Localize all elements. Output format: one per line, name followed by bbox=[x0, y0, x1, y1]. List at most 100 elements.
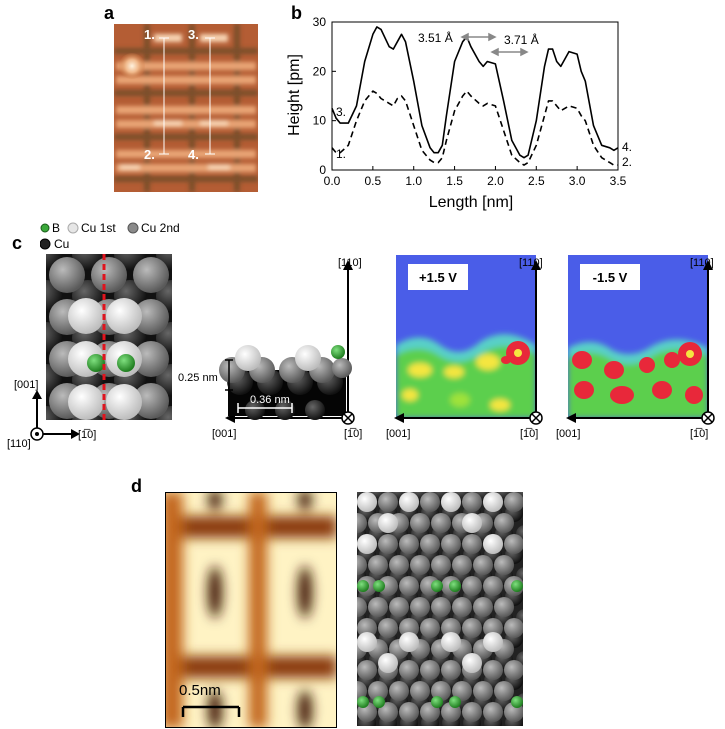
cu-1st-atom bbox=[483, 492, 503, 512]
legend-cu: Cu bbox=[54, 237, 69, 251]
cu-2nd-atom bbox=[441, 660, 461, 680]
cu-2nd-atom bbox=[462, 702, 482, 722]
b-atom bbox=[449, 580, 461, 592]
map-label-positive: +1.5 V bbox=[419, 270, 457, 285]
cu-2nd-atom bbox=[483, 576, 503, 596]
legend-cu2: Cu 2nd bbox=[141, 221, 180, 235]
cu-2nd-atom bbox=[473, 555, 493, 575]
cu-2nd-atom bbox=[452, 555, 472, 575]
b-atom bbox=[357, 580, 369, 592]
cu-2nd-atom bbox=[368, 681, 388, 701]
axis-1m10-map2: [1̅0] bbox=[690, 428, 709, 440]
cu-2nd-atom bbox=[462, 492, 482, 512]
cu-2nd-atom bbox=[357, 681, 367, 701]
x-tick-label: 2.0 bbox=[487, 174, 504, 188]
panel-label-a: a bbox=[104, 3, 115, 23]
axis-001-side: [001] bbox=[212, 428, 237, 440]
cu-2nd-atom bbox=[441, 534, 461, 554]
legend-b: B bbox=[52, 221, 60, 235]
x-tick-label: 0.5 bbox=[365, 174, 382, 188]
surface-model-d bbox=[357, 492, 523, 726]
cu-2nd-atom bbox=[378, 618, 398, 638]
cu-2nd-atom bbox=[420, 618, 440, 638]
axis-001-top: [001] bbox=[14, 379, 38, 391]
legend-cu1: Cu 1st bbox=[81, 221, 116, 235]
y-tick-label: 20 bbox=[313, 64, 327, 78]
cu-2nd-atom bbox=[378, 576, 398, 596]
b-atom bbox=[117, 354, 135, 372]
cu-2nd-atom bbox=[431, 555, 451, 575]
cu-atom bbox=[245, 400, 265, 420]
cu-atom bbox=[275, 400, 295, 420]
b-atom bbox=[431, 696, 443, 708]
panel-label-c: c bbox=[12, 233, 23, 253]
cu-2nd-atom bbox=[504, 492, 523, 512]
cu-2nd-atom bbox=[357, 597, 367, 617]
marker-2: 2. bbox=[144, 147, 155, 162]
annotation-351: 3.51 Å bbox=[418, 30, 453, 45]
cu-1st-atom bbox=[441, 632, 461, 652]
cu-2nd-atom bbox=[462, 534, 482, 554]
cu-2nd-atom bbox=[49, 257, 85, 293]
cu-2nd-atom bbox=[452, 597, 472, 617]
cu-2nd-atom bbox=[494, 513, 514, 533]
cu-2nd-atom bbox=[431, 597, 451, 617]
b-atom bbox=[511, 580, 523, 592]
cu-2nd-atom bbox=[483, 702, 503, 722]
x-tick-label: 0.0 bbox=[324, 174, 341, 188]
axis-110-map2: [110] bbox=[690, 257, 714, 269]
cu-2nd-atom bbox=[410, 555, 430, 575]
cu-2nd-atom bbox=[420, 660, 440, 680]
marker-3: 3. bbox=[188, 27, 199, 42]
cu-atom bbox=[305, 400, 325, 420]
b-atom bbox=[87, 354, 105, 372]
side-view-model: 0.25 nm 0.36 nm bbox=[178, 260, 355, 425]
cu-2nd-atom bbox=[357, 513, 367, 533]
cu-1st-atom bbox=[441, 492, 461, 512]
x-tick-label: 1.0 bbox=[405, 174, 422, 188]
cu-1st-atom bbox=[378, 513, 398, 533]
simulated-stm-image: 0.5nm bbox=[165, 492, 337, 728]
cu-2nd-atom bbox=[133, 257, 169, 293]
cu-2nd-atom bbox=[357, 660, 377, 680]
cu-2nd-atom bbox=[504, 660, 523, 680]
panel-label-d: d bbox=[131, 476, 142, 496]
cu-2nd-atom bbox=[91, 257, 127, 293]
cu-2nd-atom bbox=[399, 576, 419, 596]
cu-2nd-atom bbox=[399, 702, 419, 722]
x-axis-label: Length [nm] bbox=[429, 194, 514, 211]
cu-2nd-atom bbox=[410, 513, 430, 533]
cu-1st-atom bbox=[235, 345, 261, 371]
cu-2nd-atom bbox=[504, 534, 523, 554]
cu-2nd-atom bbox=[399, 660, 419, 680]
cu-2nd-atom bbox=[494, 681, 514, 701]
map-label-negative: -1.5 V bbox=[593, 270, 628, 285]
series-line-dashed bbox=[331, 90, 618, 166]
x-tick-label: 2.5 bbox=[528, 174, 545, 188]
marker-1: 1. bbox=[144, 27, 155, 42]
dim-spacing: 0.36 nm bbox=[250, 394, 290, 406]
cu-1st-atom bbox=[462, 653, 482, 673]
cu-1st-atom bbox=[483, 632, 503, 652]
density-map-negative: -1.5 V bbox=[566, 255, 715, 425]
b-atom bbox=[449, 696, 461, 708]
cu-2nd-atom bbox=[378, 492, 398, 512]
axis-001-map2: [001] bbox=[556, 428, 581, 440]
b-atom bbox=[431, 580, 443, 592]
annotation-371: 3.71 Å bbox=[504, 32, 539, 47]
cu-2nd-atom bbox=[410, 597, 430, 617]
axis-1m10-top: [1̅0] bbox=[78, 429, 96, 441]
cu-2nd-atom bbox=[389, 597, 409, 617]
cu-2nd-atom bbox=[357, 555, 367, 575]
cu-1st-atom bbox=[399, 632, 419, 652]
cu-2nd-atom bbox=[504, 618, 523, 638]
cu-2nd-atom bbox=[399, 534, 419, 554]
b-atom bbox=[331, 345, 345, 359]
y-axis-label: Height [pm] bbox=[286, 54, 303, 136]
y-tick-label: 10 bbox=[313, 114, 327, 128]
x-tick-label: 3.0 bbox=[569, 174, 586, 188]
axis-110-side: [110] bbox=[338, 257, 362, 269]
cu-2nd-atom bbox=[462, 618, 482, 638]
top-view-model bbox=[46, 254, 172, 420]
b-atom bbox=[511, 696, 523, 708]
